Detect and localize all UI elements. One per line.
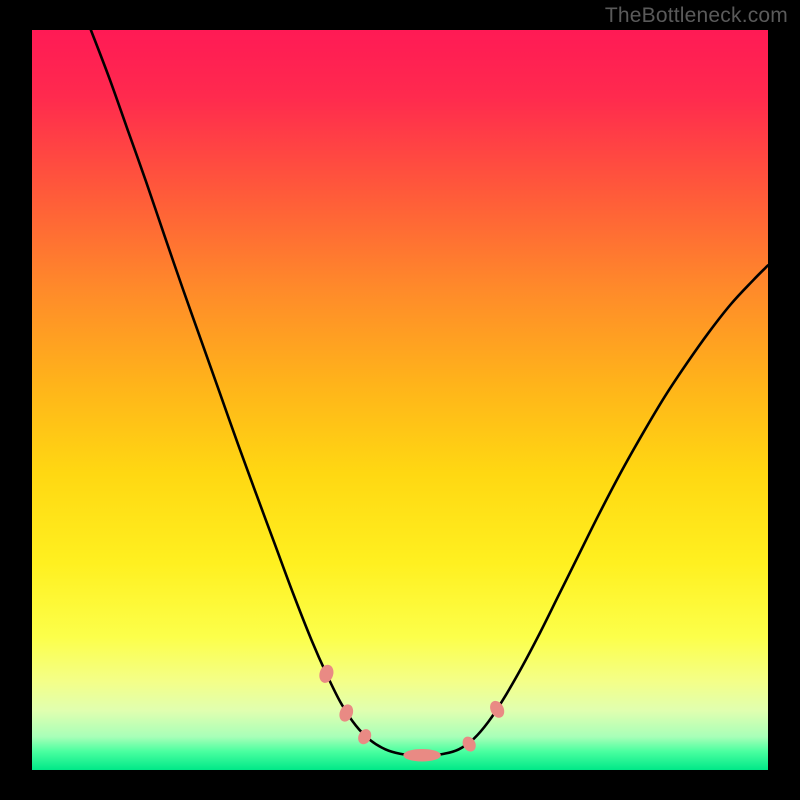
chart-gradient-background: [32, 30, 768, 770]
watermark-text: TheBottleneck.com: [605, 4, 788, 28]
chart-stage: TheBottleneck.com: [0, 0, 800, 800]
bottleneck-curve-chart: [0, 0, 800, 800]
curve-marker: [404, 749, 440, 760]
